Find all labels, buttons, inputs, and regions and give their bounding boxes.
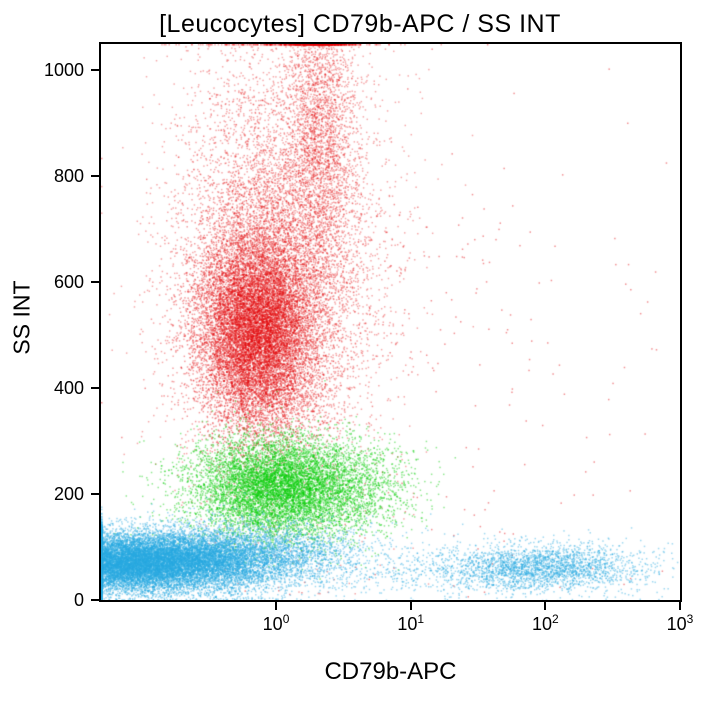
y-tick-label: 1000 — [43, 60, 84, 81]
y-tick-label: 600 — [53, 272, 84, 293]
x-axis-label: CD79b-APC — [324, 658, 457, 685]
y-tick-label: 0 — [73, 590, 84, 610]
x-tick-mark — [275, 602, 278, 610]
y-tick-mark — [91, 493, 99, 496]
y-tick-label: 400 — [53, 378, 84, 399]
x-tick-label: 101 — [397, 612, 425, 634]
plot-area — [99, 42, 682, 602]
x-tick-label: 102 — [531, 612, 559, 634]
x-tick-mark — [544, 602, 547, 610]
chart-title: [Leucocytes] CD79b-APC / SS INT — [159, 10, 561, 38]
y-tick-mark — [91, 387, 99, 390]
y-tick-mark — [91, 281, 99, 284]
y-tick-mark — [91, 599, 99, 601]
y-axis-label: SS INT — [8, 280, 35, 355]
x-tick-mark — [679, 602, 681, 610]
y-tick-label: 800 — [53, 166, 84, 187]
x-tick-label: 100 — [262, 612, 290, 634]
y-tick-label: 200 — [53, 484, 84, 505]
y-tick-mark — [91, 69, 99, 72]
scatter-canvas — [101, 44, 680, 600]
x-tick-label: 103 — [666, 612, 694, 634]
y-tick-mark — [91, 175, 99, 178]
x-tick-mark — [409, 602, 412, 610]
